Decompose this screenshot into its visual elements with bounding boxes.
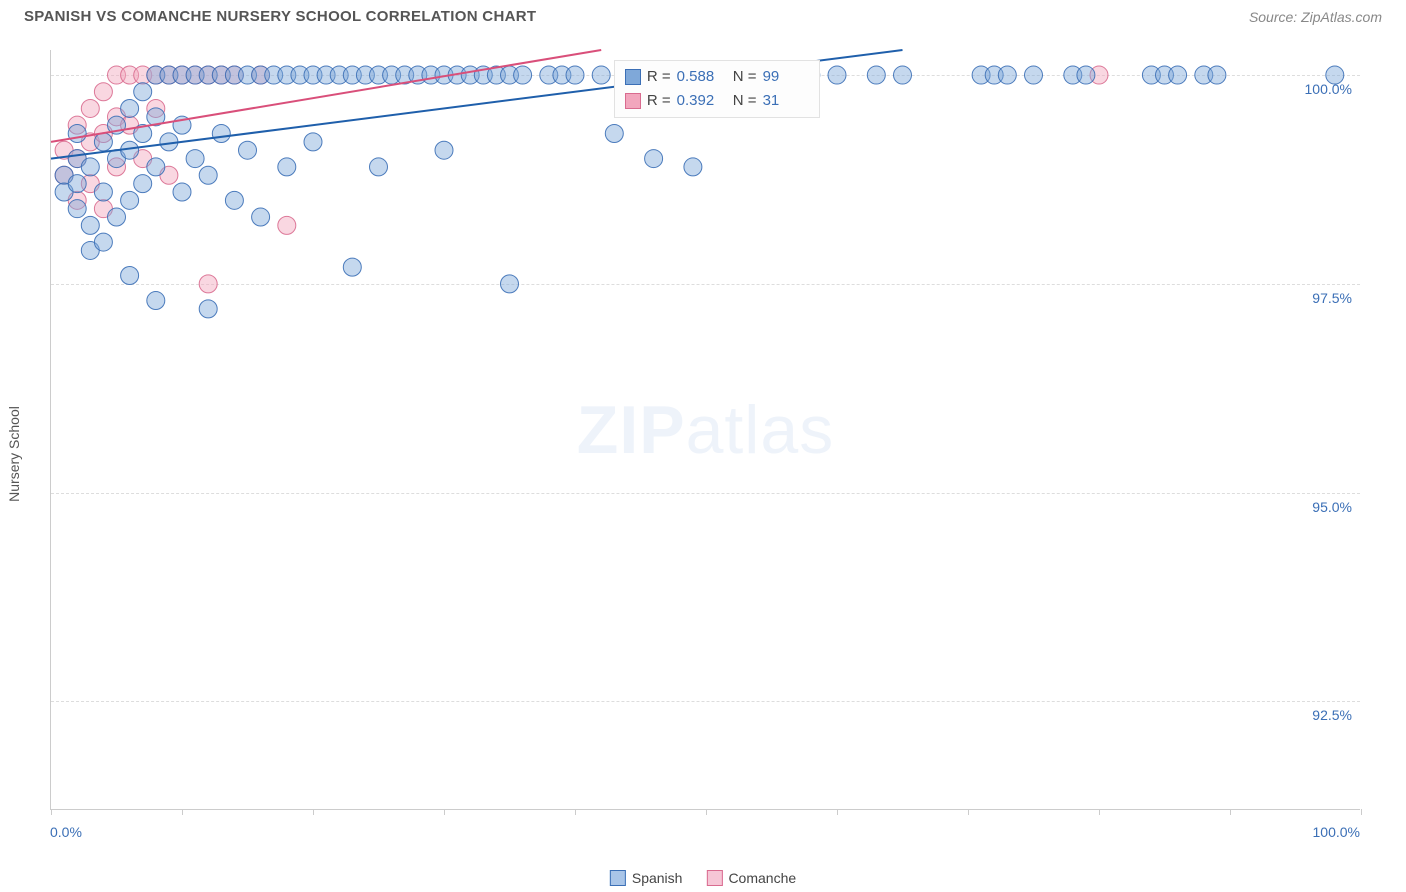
spanish-n-value: 99 xyxy=(763,65,809,89)
x-tick xyxy=(1230,809,1231,815)
chart-legend: Spanish Comanche xyxy=(610,870,796,886)
x-tick xyxy=(182,809,183,815)
comanche-r-value: 0.392 xyxy=(677,89,723,113)
spanish-swatch-icon xyxy=(625,69,641,85)
stats-row-comanche: R = 0.392 N = 31 xyxy=(625,89,809,113)
x-tick xyxy=(837,809,838,815)
spanish-r-value: 0.588 xyxy=(677,65,723,89)
legend-label-spanish: Spanish xyxy=(632,870,683,886)
legend-item-spanish: Spanish xyxy=(610,870,683,886)
x-tick xyxy=(1099,809,1100,815)
chart-area: ZIPatlas 92.5%95.0%97.5%100.0% R = 0.588… xyxy=(50,50,1360,810)
x-tick xyxy=(706,809,707,815)
chart-source: Source: ZipAtlas.com xyxy=(1249,9,1382,25)
x-axis-min-label: 0.0% xyxy=(50,824,82,840)
x-axis-max-label: 100.0% xyxy=(1313,824,1360,840)
legend-item-comanche: Comanche xyxy=(706,870,796,886)
x-tick xyxy=(444,809,445,815)
spanish-legend-swatch-icon xyxy=(610,870,626,886)
comanche-n-value: 31 xyxy=(763,89,809,113)
x-tick xyxy=(313,809,314,815)
chart-title: SPANISH VS COMANCHE NURSERY SCHOOL CORRE… xyxy=(24,8,536,25)
x-tick xyxy=(51,809,52,815)
x-tick xyxy=(968,809,969,815)
comanche-legend-swatch-icon xyxy=(706,870,722,886)
comanche-swatch-icon xyxy=(625,93,641,109)
x-tick xyxy=(575,809,576,815)
y-axis-label: Nursery School xyxy=(6,406,22,502)
correlation-stats-box: R = 0.588 N = 99 R = 0.392 N = 31 xyxy=(614,60,820,118)
stats-row-spanish: R = 0.588 N = 99 xyxy=(625,65,809,89)
scatter-plot xyxy=(51,50,1360,809)
legend-label-comanche: Comanche xyxy=(728,870,796,886)
x-tick xyxy=(1361,809,1362,815)
